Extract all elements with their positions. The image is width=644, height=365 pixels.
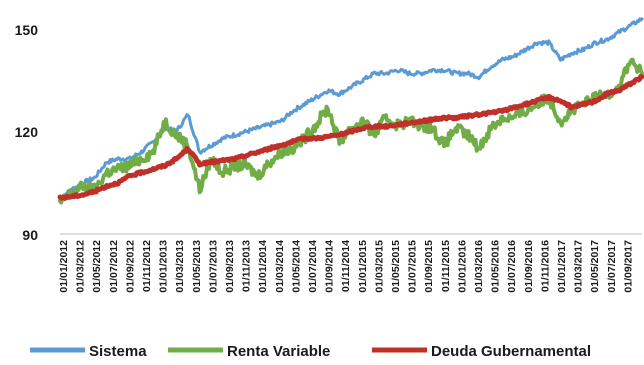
x-tick-label: 01/05/2014 [290,240,302,293]
y-tick-label: 90 [22,227,38,243]
x-tick-label: 01/03/2013 [174,240,186,293]
x-tick-label: 01/09/2014 [324,240,336,293]
x-tick-label: 01/01/2012 [58,240,70,293]
x-tick-label: 01/11/2014 [340,240,352,292]
x-tick-label: 01/11/2015 [440,240,452,292]
x-tick-label: 01/09/2015 [423,240,435,293]
x-tick-label: 01/03/2015 [373,240,385,293]
x-tick-label: 01/07/2012 [108,240,120,293]
y-axis-labels: 90 120 150 [15,22,39,243]
x-tick-label: 01/03/2016 [473,240,485,293]
x-tick-label: 01/05/2017 [589,240,601,293]
x-tick-label: 01/11/2013 [241,240,253,292]
series-lines [57,17,644,205]
legend-label: Sistema [89,343,147,360]
x-tick-label: 01/07/2017 [606,240,618,293]
x-tick-label: 01/01/2014 [257,240,269,293]
x-axis-labels: 01/01/2012 01/03/2012 01/05/2012 01/07/2012… [58,240,634,293]
y-tick-label: 150 [15,22,39,38]
x-tick-label: 01/05/2012 [91,240,103,293]
x-tick-label: 01/07/2015 [407,240,419,293]
x-tick-label: 01/07/2013 [207,240,219,293]
x-tick-label: 01/05/2013 [191,240,203,293]
x-tick-label: 01/07/2016 [506,240,518,293]
x-tick-label: 01/09/2013 [224,240,236,293]
series-line-deuda-gubernamental [57,73,644,201]
x-tick-label: 01/03/2017 [573,240,585,293]
x-tick-label: 01/07/2014 [307,240,319,293]
x-tick-label: 01/01/2016 [456,240,468,293]
x-tick-label: 01/09/2012 [124,240,136,293]
legend: Sistema Renta Variable Deuda Gubernamental [30,343,591,360]
legend-label: Renta Variable [227,343,330,360]
x-tick-label: 01/01/2015 [357,240,369,293]
legend-label: Deuda Gubernamental [431,343,591,360]
x-tick-label: 01/09/2016 [523,240,535,293]
x-tick-label: 01/01/2017 [556,240,568,293]
y-tick-label: 120 [15,124,39,140]
x-tick-label: 01/11/2016 [539,240,551,292]
x-tick-label: 01/11/2012 [141,240,153,292]
x-tick-label: 01/03/2012 [75,240,87,293]
x-tick-label: 01/05/2015 [390,240,402,293]
x-tick-label: 01/09/2017 [622,240,634,293]
x-tick-label: 01/01/2013 [158,240,170,293]
x-tick-label: 01/05/2016 [490,240,502,293]
x-tick-label: 01/03/2014 [274,240,286,293]
